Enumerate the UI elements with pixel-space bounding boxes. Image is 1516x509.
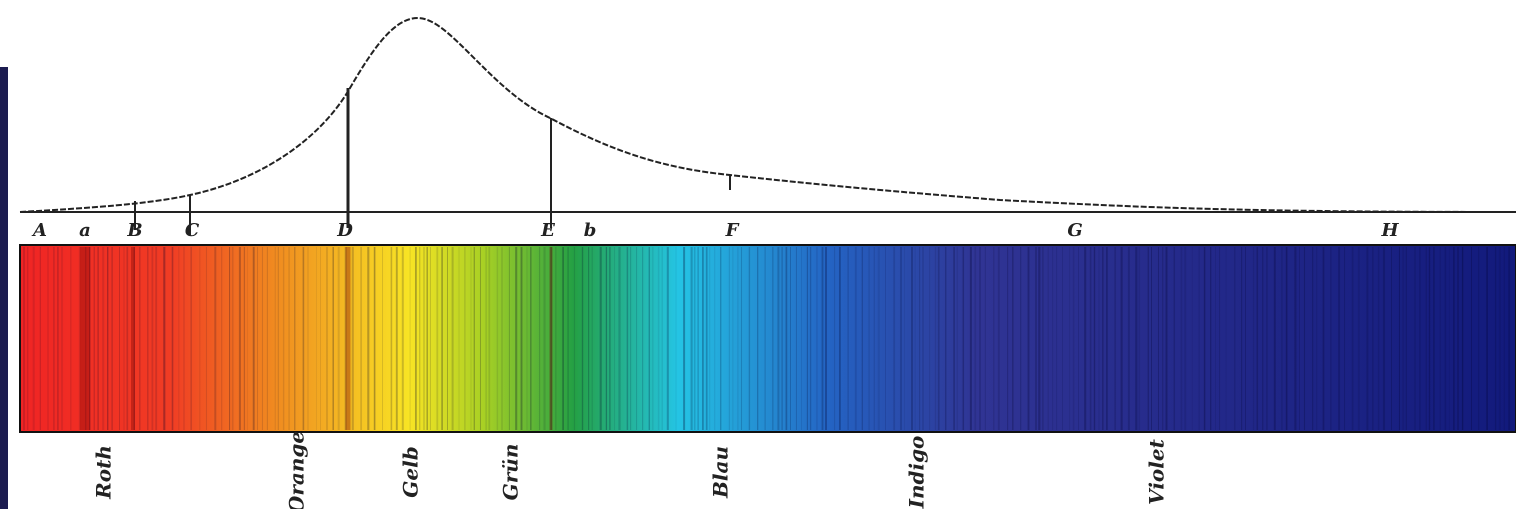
color-name: Grün	[499, 444, 523, 501]
line-letter: C	[185, 220, 200, 241]
color-names: Roth Orange Gelb Grün Blau Indigo Violet	[92, 431, 1169, 509]
line-letter: F	[725, 220, 740, 241]
intensity-curve	[19, 16, 1516, 213]
absorption-lines	[23, 247, 1511, 430]
line-letter: H	[1380, 220, 1399, 241]
line-letter: G	[1067, 220, 1082, 241]
line-letter: A	[31, 220, 47, 241]
line-letter: B	[126, 220, 142, 241]
color-name: Roth	[92, 445, 116, 500]
line-markers	[134, 88, 731, 235]
color-name: Blau	[709, 446, 733, 499]
color-name: Gelb	[399, 446, 423, 497]
line-letter: a	[79, 220, 91, 241]
line-letter: D	[336, 220, 353, 241]
left-border	[0, 68, 8, 509]
line-letter: E	[540, 220, 555, 241]
color-name: Indigo	[905, 436, 929, 509]
color-name: Violet	[1145, 438, 1169, 504]
line-letter: b	[584, 220, 597, 241]
spectrum-band	[19, 244, 1516, 433]
color-name: Orange	[285, 431, 309, 509]
